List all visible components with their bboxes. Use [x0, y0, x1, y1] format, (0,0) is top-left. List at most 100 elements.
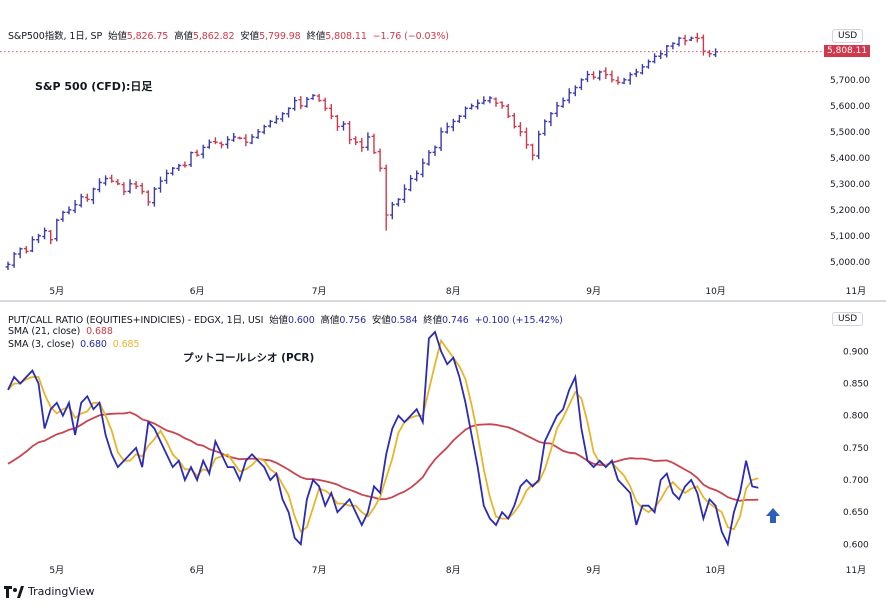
price-bar — [298, 96, 304, 110]
price-bar — [17, 247, 23, 259]
price-x-tick-2: 7月 — [312, 286, 327, 297]
price-bar — [335, 114, 340, 131]
price-bar — [176, 163, 182, 171]
price-bar — [707, 50, 712, 58]
price-bar — [286, 107, 291, 118]
price-bar — [371, 133, 377, 154]
pcr-y-tick-5: 0.850 — [843, 379, 869, 389]
price-bar — [310, 94, 316, 100]
pcr-x-tick-5: 10月 — [705, 565, 725, 576]
price-bar — [316, 93, 322, 102]
price-bar — [572, 85, 578, 97]
price-x-tick-0: 5月 — [49, 286, 64, 297]
price-bar — [11, 252, 17, 268]
price-bar — [603, 67, 609, 80]
price-annotation: S&P 500 (CFD):日足 — [35, 80, 153, 93]
price-bar — [133, 181, 139, 190]
price-y-tick-4: 5,400.00 — [830, 154, 870, 164]
price-bar — [493, 97, 499, 107]
price-bar — [560, 97, 566, 108]
price-bar — [487, 96, 493, 104]
price-bar — [78, 193, 84, 208]
sma3-legend: SMA (3, close) 0.680 0.685 — [8, 339, 140, 350]
price-bar — [450, 118, 456, 132]
price-bar — [713, 48, 718, 58]
price-bar — [566, 88, 572, 104]
price-bar — [414, 170, 420, 182]
price-bar — [377, 148, 383, 172]
price-y-tick-7: 5,700.00 — [830, 76, 870, 86]
last-price-label: 5,808.11 — [824, 45, 871, 57]
pcr-y-tick-2: 0.700 — [843, 476, 869, 486]
footer-brand[interactable]: TradingView — [4, 585, 94, 598]
price-bar — [249, 134, 255, 145]
price-bar — [646, 59, 651, 69]
price-bar — [518, 122, 523, 137]
price-bar — [225, 136, 230, 149]
price-bar — [597, 70, 603, 81]
pcr-chart[interactable]: 0.600 0.650 0.700 0.750 0.800 0.850 0.900 5月 6月 7… — [0, 302, 886, 585]
price-bar — [682, 34, 688, 46]
price-bar — [505, 103, 511, 119]
pcr-line — [7, 330, 759, 548]
price-bar — [237, 136, 243, 140]
price-bar — [274, 115, 279, 124]
price-bar — [438, 127, 444, 152]
price-bar — [255, 128, 261, 139]
price-chart[interactable]: 5,000.00 5,100.00 5,200.00 5,300.00 5,400.00… — [0, 0, 886, 300]
pcr-change: +0.100 (+15.42%) — [474, 315, 563, 326]
price-y-tick-6: 5,600.00 — [830, 102, 870, 112]
price-bar — [383, 164, 389, 231]
price-bar — [664, 44, 670, 58]
price-bar — [322, 97, 328, 111]
price-bar — [36, 233, 41, 244]
price-x-tick-5: 10月 — [705, 286, 725, 297]
price-bar — [219, 141, 224, 149]
price-bar — [457, 114, 462, 123]
price-bar — [127, 179, 133, 194]
price-bar — [408, 175, 413, 192]
pcr-y-tick-6: 0.900 — [843, 347, 869, 357]
price-bar — [542, 119, 548, 136]
price-bar — [188, 151, 194, 168]
price-currency-button[interactable]: USD — [832, 29, 864, 43]
price-bar — [30, 236, 35, 253]
price-bar — [688, 36, 694, 42]
price-bar — [182, 161, 188, 168]
pcr-title: PUT/CALL RATIO (EQUITIES+INDICIES) - EDG… — [8, 315, 264, 326]
price-bar — [627, 72, 633, 85]
price-bar — [261, 124, 267, 135]
price-bar — [42, 227, 47, 240]
pcr-currency-button[interactable]: USD — [832, 312, 864, 326]
price-bar — [585, 70, 590, 83]
price-bar — [200, 144, 206, 159]
price-bar — [548, 111, 554, 127]
price-bar — [328, 103, 334, 120]
pane-divider[interactable] — [0, 300, 886, 302]
price-bar — [499, 101, 505, 109]
price-bar — [54, 218, 60, 242]
pcr-y-tick-0: 0.600 — [843, 540, 869, 550]
price-bar — [469, 103, 474, 110]
price-bar — [426, 150, 432, 166]
price-bar — [109, 174, 115, 183]
price-bar — [91, 187, 96, 205]
price-bar — [48, 230, 54, 245]
price-bar — [60, 210, 66, 222]
price-bar — [621, 77, 627, 85]
price-y-tick-2: 5,200.00 — [830, 206, 870, 216]
price-bar — [103, 175, 108, 186]
price-bar — [170, 167, 176, 176]
footer-brand-text: TradingView — [28, 585, 95, 598]
price-bar — [396, 198, 401, 207]
price-bar — [206, 139, 212, 149]
price-bar — [475, 99, 481, 110]
pcr-x-tick-4: 9月 — [586, 565, 601, 576]
pcr-x-tick-0: 5月 — [49, 565, 64, 576]
pcr-y-tick-4: 0.800 — [843, 412, 869, 422]
price-bar — [121, 182, 127, 196]
price-bar — [347, 120, 352, 145]
price-bar — [530, 143, 535, 161]
price-bar — [511, 112, 517, 129]
price-bar — [158, 176, 163, 193]
